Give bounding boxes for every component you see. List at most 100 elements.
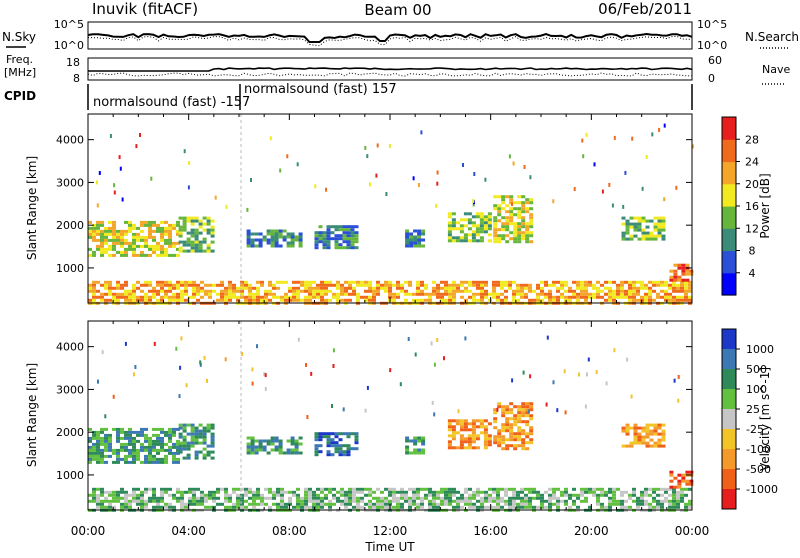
power-cells-cell-0 <box>512 295 516 299</box>
power-cells-cell-0 <box>420 289 424 293</box>
power-cells-cell-0 <box>564 280 568 284</box>
velocity-cells-cell-0 <box>240 505 244 509</box>
velocity-cells-cell-8 <box>637 426 642 430</box>
velocity-cells-cell-0 <box>452 499 456 503</box>
velocity-cells-cell-0 <box>308 499 312 503</box>
velocity-cells-cell-1 <box>144 448 148 452</box>
velocity-cells-cell-6 <box>447 425 452 429</box>
power-cells-cell-0 <box>240 292 244 296</box>
velocity-cells-cell-6 <box>471 440 476 444</box>
power-cells-cell-6 <box>451 212 456 216</box>
velocity-cells-cell-2 <box>202 435 207 439</box>
velocity-cells-cell-0 <box>92 490 96 494</box>
power-cells-cell-0 <box>200 286 204 290</box>
velocity-cells-cell-0 <box>416 502 420 506</box>
power-cells-cell-0 <box>680 283 684 287</box>
velocity-cells-cell-0 <box>436 493 440 497</box>
velocity-cells-cell-0 <box>248 490 252 494</box>
power-cells-cell-7 <box>501 225 506 229</box>
power-cells-cell-1 <box>96 223 100 227</box>
velocity-cells-cell-0 <box>96 493 100 497</box>
velocity-cells-cell-0 <box>136 496 140 500</box>
velocity-cells-cell-0 <box>216 487 220 491</box>
velocity-cells-cell-0 <box>176 496 180 500</box>
power-cells-cell-7 <box>525 237 530 241</box>
power-cells-cell-0 <box>364 283 368 287</box>
power-cells-cell-0 <box>232 295 236 299</box>
velocity-cells-cell-0 <box>276 493 280 497</box>
power-cells-cell-1 <box>120 241 124 245</box>
power-cells-cell-2 <box>178 246 183 250</box>
power-cells-cell-6 <box>487 212 492 216</box>
velocity-cells-cell-0 <box>264 502 268 506</box>
power-cells-cell-0 <box>396 292 400 296</box>
velocity-cells-cell-7 <box>529 441 534 445</box>
velocity-cells-cell-0 <box>328 502 332 506</box>
power-cells-cell-2 <box>186 231 191 235</box>
velocity-cells-cell-1 <box>176 445 180 449</box>
velocity-cells-cell-0 <box>420 502 424 506</box>
power-cells-cell-4 <box>342 225 347 229</box>
velocity-cells-cell-4 <box>314 447 319 451</box>
power-cells-cell-1 <box>104 232 108 236</box>
velocity-cells-cell-8 <box>625 423 630 427</box>
power-cells-cell-5 <box>405 244 410 248</box>
velocity-cells-cell-7 <box>501 423 506 427</box>
velocity-cells-cell-0 <box>656 502 660 506</box>
power-cells-cell-0 <box>668 283 672 287</box>
velocity-cells-cell-0 <box>680 487 684 491</box>
velocity-cells-cell-4 <box>314 432 319 436</box>
power-cells-cell-0 <box>520 295 524 299</box>
power-cells-cell-0 <box>592 286 596 290</box>
power-cells-cell-1 <box>100 244 104 248</box>
velocity-cells-cell-1 <box>156 451 160 455</box>
velocity-cells-cell-0 <box>556 496 560 500</box>
x-tick-label-2: 08:00 <box>272 524 307 538</box>
velocity-cells-cell-0 <box>300 499 304 503</box>
power-cells-cell-0 <box>160 286 164 290</box>
velocity-cells-cell-0 <box>476 493 480 497</box>
velocity-cells-cell-8 <box>629 441 634 445</box>
power-cells-cell-0 <box>632 283 636 287</box>
velocity-cells-cell-8 <box>641 438 646 442</box>
velocity-cells-cell-1 <box>108 448 112 452</box>
power-cells-cell-1 <box>152 244 156 248</box>
velocity-cells-cell-0 <box>532 496 536 500</box>
power-cells-cell-0 <box>384 280 388 284</box>
power-cells-cell-0 <box>372 298 376 302</box>
velocity-cells-cell-0 <box>384 487 388 491</box>
velocity-cells-scatter-cell <box>364 408 367 413</box>
power-cells-cell-6 <box>475 227 480 231</box>
velocity-cells-cell-1 <box>172 460 176 464</box>
power-y-tick-label-1: 2000 <box>56 219 84 232</box>
power-cells-cell-1 <box>124 247 128 251</box>
power-cells-cell-1 <box>100 223 104 227</box>
power-cells-scatter-cell <box>436 181 439 186</box>
power-cells-cell-0 <box>664 283 668 287</box>
power-cells-cell-4 <box>326 228 331 232</box>
velocity-cells-cell-1 <box>156 460 160 464</box>
velocity-cells-cell-0 <box>112 493 116 497</box>
velocity-cells-cell-6 <box>471 428 476 432</box>
velocity-cells-cell-1 <box>168 439 172 443</box>
velocity-cells-cell-0 <box>304 496 308 500</box>
velocity-cells-cell-1 <box>96 454 100 458</box>
velocity-cells-cell-0 <box>428 487 432 491</box>
velocity-cells-cell-0 <box>324 493 328 497</box>
velocity-cells-cell-0 <box>648 502 652 506</box>
velocity-cells-cell-6 <box>467 446 472 450</box>
power-cells-cell-3 <box>246 244 251 248</box>
velocity-cells-cell-0 <box>440 496 444 500</box>
power-cells-cell-1 <box>100 235 104 239</box>
velocity-cells-scatter-cell <box>431 400 434 405</box>
velocity-cells-cell-6 <box>447 419 452 423</box>
velocity-cells-cell-0 <box>460 505 464 509</box>
power-cells-cell-0 <box>384 283 388 287</box>
velocity-cells-cell-8 <box>637 441 642 445</box>
power-cells-cell-7 <box>517 234 522 238</box>
velocity-cells-cell-0 <box>528 487 532 491</box>
velocity-cells-cell-1 <box>136 454 140 458</box>
power-cells-cell-0 <box>528 283 532 287</box>
